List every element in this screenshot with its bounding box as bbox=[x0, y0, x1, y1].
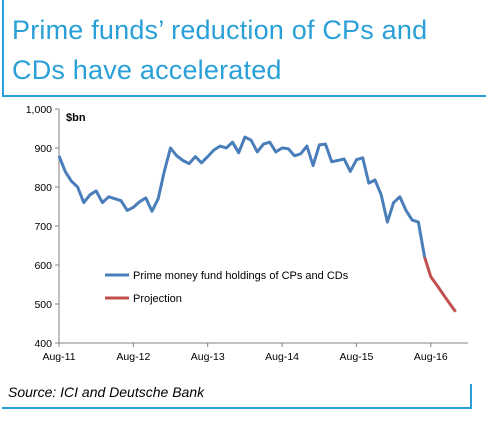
source-right-border bbox=[470, 384, 472, 409]
x-tick-label: Aug-16 bbox=[414, 351, 448, 363]
x-tick-label: Aug-11 bbox=[42, 351, 75, 363]
y-tick-label: 600 bbox=[34, 260, 52, 272]
x-tick-label: Aug-12 bbox=[116, 351, 150, 363]
x-tick-label: Aug-15 bbox=[340, 351, 374, 363]
page-title: Prime funds’ reduction of CPs and CDs ha… bbox=[12, 15, 428, 85]
legend-label-projection: Projection bbox=[133, 293, 182, 305]
x-tick-label: Aug-14 bbox=[265, 351, 299, 363]
y-tick-label: 700 bbox=[34, 221, 52, 233]
y-tick-label: 1,000 bbox=[26, 104, 52, 116]
y-tick-label: 900 bbox=[34, 143, 52, 155]
title-accent-line bbox=[2, 0, 4, 96]
series-line-projection bbox=[423, 256, 457, 313]
y-tick-label: 500 bbox=[34, 299, 52, 311]
x-tick-label: Aug-13 bbox=[191, 351, 225, 363]
y-tick-label: 800 bbox=[34, 182, 52, 194]
title-divider bbox=[2, 95, 486, 97]
source-underline bbox=[2, 407, 472, 409]
y-axis-unit-label: $bn bbox=[66, 112, 86, 124]
y-tick-label: 400 bbox=[34, 338, 52, 350]
source-note: Source: ICI and Deutsche Bank bbox=[8, 384, 205, 400]
series-line-holdings bbox=[57, 135, 427, 258]
legend-label-holdings: Prime money fund holdings of CPs and CDs bbox=[133, 270, 349, 282]
